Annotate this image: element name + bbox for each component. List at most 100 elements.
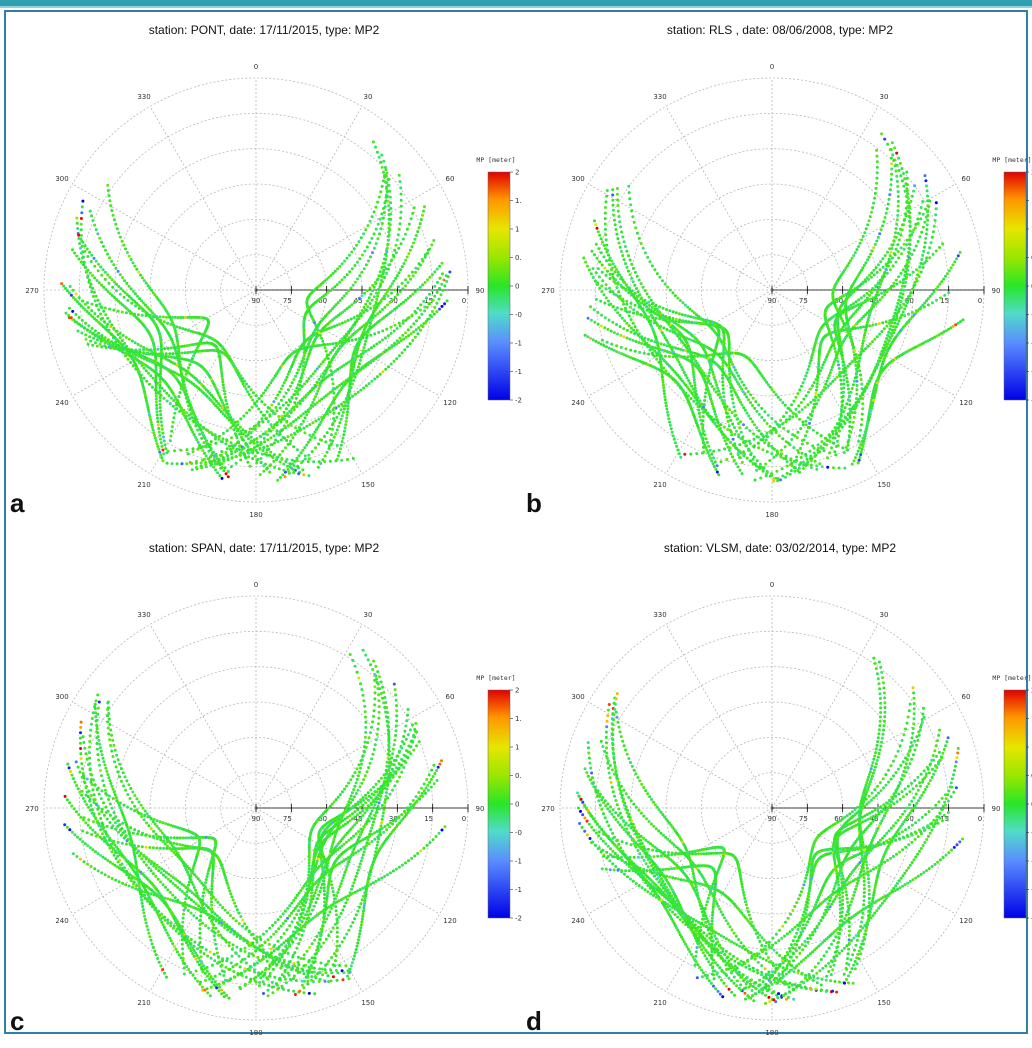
mp-point xyxy=(151,386,154,389)
mp-point xyxy=(104,278,107,281)
mp-point xyxy=(277,415,280,418)
mp-point xyxy=(296,372,299,375)
mp-point xyxy=(650,299,653,302)
mp-point xyxy=(380,266,383,269)
mp-point xyxy=(608,319,611,322)
mp-point xyxy=(243,385,246,388)
mp-point xyxy=(875,294,878,297)
mp-point xyxy=(390,332,393,335)
mp-point xyxy=(221,401,224,404)
mp-point xyxy=(337,342,340,345)
mp-point xyxy=(304,416,307,419)
mp-point xyxy=(282,463,285,466)
mp-point xyxy=(314,431,317,434)
mp-point xyxy=(663,343,666,346)
mp-point xyxy=(353,264,356,267)
mp-point xyxy=(156,410,159,413)
mp-point xyxy=(848,403,851,406)
mp-point xyxy=(378,232,381,235)
mp-point xyxy=(644,251,647,254)
mp-point xyxy=(903,177,906,180)
mp-point xyxy=(218,474,221,477)
mp-point xyxy=(261,453,264,456)
mp-point xyxy=(107,189,110,192)
mp-point xyxy=(286,376,289,379)
mp-point xyxy=(249,427,252,430)
mp-point xyxy=(242,415,245,418)
mp-point xyxy=(681,301,684,304)
mp-point xyxy=(684,304,687,307)
mp-point xyxy=(620,231,623,234)
mp-point xyxy=(374,314,377,317)
mp-point xyxy=(825,355,828,358)
mp-point xyxy=(810,459,813,462)
mp-point xyxy=(896,218,899,221)
mp-point xyxy=(143,279,146,282)
mp-point xyxy=(866,297,869,300)
mp-point xyxy=(370,237,373,240)
mp-point xyxy=(100,284,103,287)
mp-point xyxy=(245,435,248,438)
mp-point xyxy=(921,254,924,257)
mp-point xyxy=(829,382,832,385)
mp-point xyxy=(247,445,250,448)
mp-point xyxy=(361,294,364,297)
mp-point xyxy=(338,323,341,326)
mp-point xyxy=(326,431,329,434)
mp-point xyxy=(361,271,364,274)
slide-top-bar-accent xyxy=(0,6,1032,8)
mp-point xyxy=(291,396,294,399)
mp-point xyxy=(412,274,415,277)
mp-point xyxy=(191,468,194,471)
mp-point xyxy=(622,279,625,282)
mp-point xyxy=(421,214,424,217)
mp-point xyxy=(719,396,722,399)
mp-point xyxy=(758,429,761,432)
mp-point xyxy=(117,285,120,288)
mp-point xyxy=(255,438,258,441)
mp-point xyxy=(888,198,891,201)
mp-point xyxy=(664,398,667,401)
mp-point xyxy=(934,219,937,222)
mp-point xyxy=(775,431,778,434)
mp-point xyxy=(771,447,774,450)
mp-point xyxy=(379,284,382,287)
mp-point xyxy=(330,433,333,436)
mp-point xyxy=(724,439,727,442)
mp-point xyxy=(305,413,308,416)
mp-point xyxy=(431,273,434,276)
mp-point xyxy=(438,308,441,311)
mp-point xyxy=(263,440,266,443)
mp-point xyxy=(622,327,625,330)
mp-point xyxy=(831,339,834,342)
mp-point xyxy=(88,279,91,282)
mp-point xyxy=(628,314,631,317)
mp-point xyxy=(848,395,851,398)
mp-point xyxy=(411,314,414,317)
mp-point xyxy=(86,301,89,304)
mp-point xyxy=(411,245,414,248)
mp-point xyxy=(633,221,636,224)
mp-point xyxy=(598,234,601,237)
mp-point xyxy=(93,257,96,260)
mp-point xyxy=(876,291,879,294)
mp-point xyxy=(722,388,725,391)
mp-point xyxy=(629,338,632,341)
mp-point xyxy=(399,186,402,189)
mp-point xyxy=(822,363,825,366)
mp-point xyxy=(341,440,344,443)
mp-point xyxy=(84,266,87,269)
mp-point xyxy=(104,341,107,344)
azimuth-tick-label: 60 xyxy=(962,175,971,183)
mp-point xyxy=(597,323,600,326)
mp-point xyxy=(726,416,729,419)
mp-point xyxy=(119,273,122,276)
mp-point xyxy=(341,262,344,265)
mp-point xyxy=(847,388,850,391)
mp-point xyxy=(595,271,598,274)
mp-point xyxy=(375,242,378,245)
mp-point xyxy=(245,383,248,386)
mp-point xyxy=(221,407,224,410)
mp-point xyxy=(330,369,333,372)
mp-point xyxy=(279,460,282,463)
